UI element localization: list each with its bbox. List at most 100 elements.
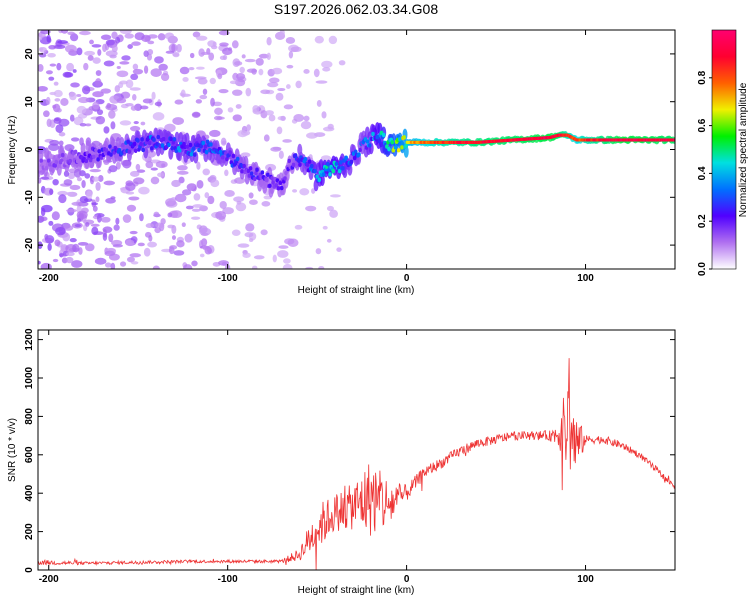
spectrogram-speckle (52, 258, 59, 263)
spectrogram-ridge-core (298, 162, 302, 167)
spectrogram-speckle (271, 67, 283, 75)
spectrogram-ridge-core (167, 142, 171, 148)
spectrogram-ridge-core (38, 166, 42, 171)
spectrogram-speckle (137, 242, 145, 247)
spectrogram-x-axis: -200 -100 0 100 (39, 30, 594, 284)
spectrogram-speckle (38, 64, 44, 72)
spectrogram-speckle (110, 262, 116, 269)
spectrogram-ridge-core (172, 137, 177, 142)
spectrogram-speckle (38, 85, 48, 92)
spectrogram-ridge-core (109, 152, 113, 157)
spectrogram-speckle (142, 98, 153, 104)
spectrogram-ridge-core (141, 147, 146, 153)
spectrogram-ridge-core (327, 167, 331, 173)
spectrogram-speckle (63, 225, 74, 231)
spectrogram-ridge-core (279, 185, 284, 191)
spectrogram-ridge-core (387, 146, 391, 152)
spectrogram-speckle (326, 205, 334, 212)
spectrogram-ridge-core (220, 155, 225, 160)
spectrogram-speckle (244, 232, 254, 238)
spectrogram-ridge-core (188, 142, 193, 148)
spectrogram-ridge-core (203, 144, 208, 149)
spectrogram-speckle (154, 227, 161, 234)
spectrogram-ridge-core (39, 158, 44, 163)
spectrogram-speckle (242, 252, 251, 258)
snr-y-tick-label: 1200 (24, 328, 35, 351)
spectrogram-speckle (329, 194, 341, 198)
spectrogram-speckle (245, 87, 252, 97)
snr-y-tick-label: 200 (24, 523, 35, 540)
spectrogram-ridge-core (326, 161, 330, 167)
spectrogram-ridge-core (268, 183, 272, 188)
spectrogram-speckle (47, 243, 52, 251)
spectrogram-speckle (96, 109, 104, 116)
spectrogram-speckle (219, 42, 229, 47)
spectrogram-speckle (246, 124, 251, 131)
spectrogram-speckle (57, 190, 68, 196)
snr-panel: -200 -100 0 100 0 200 400 600 800 1000 1200 Heigh… (7, 328, 676, 596)
spectrogram-speckle (181, 222, 186, 228)
spectrogram-ridge-core (344, 155, 348, 160)
spectrogram-y-tick-label: 20 (24, 48, 35, 60)
spectrogram-speckle (227, 107, 234, 113)
spectrogram-ridge-core (313, 169, 317, 174)
spectrogram-speckle (280, 115, 286, 122)
spectrogram-speckle (172, 117, 185, 125)
spectrogram-ridge-core (404, 143, 409, 148)
spectrogram-speckle (232, 114, 243, 122)
spectrogram-speckle (55, 124, 64, 133)
spectrogram-speckle (45, 96, 51, 106)
spectrogram-speckle (321, 111, 327, 119)
spectrogram-speckle (38, 260, 41, 265)
spectrogram-speckle (100, 88, 112, 94)
spectrogram-speckle (105, 104, 118, 111)
spectrogram-ridge-core (136, 138, 140, 143)
spectrogram-speckle (85, 123, 92, 127)
colorbar-tick-label: 0.6 (697, 118, 708, 132)
colorbar-tick-label: 0.2 (697, 214, 708, 228)
spectrogram-speckle (48, 44, 57, 50)
spectrogram-speckle (53, 89, 63, 98)
spectrogram-speckle (258, 68, 264, 76)
spectrogram-speckle (100, 34, 112, 40)
spectrogram-speckle (277, 87, 286, 92)
spectrogram-speckle (224, 169, 229, 177)
spectrogram-speckle (221, 47, 233, 56)
spectrogram-speckle (76, 210, 88, 220)
spectrogram-speckle (143, 65, 149, 74)
spectrogram-speckle (199, 94, 208, 100)
spectrogram-ridge-core (94, 148, 98, 153)
spectrogram-ridge-core (169, 136, 173, 142)
spectrogram-speckle (58, 194, 67, 204)
spectrogram-speckle (71, 260, 83, 268)
spectrogram-speckle (154, 101, 163, 107)
spectrogram-ridge-core (108, 144, 112, 149)
spectrogram-speckle (108, 233, 114, 243)
spectrogram-ridge-core (254, 171, 258, 176)
spectrogram-ridge-core (95, 153, 99, 158)
spectrogram-speckle (121, 55, 131, 61)
colorbar-tick-label: 0.4 (697, 166, 708, 180)
spectrogram-ridge-core (358, 147, 362, 153)
spectrogram-speckle (287, 238, 299, 247)
spectrogram-ridge-core (96, 157, 100, 162)
spectrogram-speckle (181, 189, 192, 196)
spectrogram-ridge-core (249, 171, 254, 176)
spectrogram-ridge-core (390, 140, 395, 145)
spectrogram-speckle (48, 76, 55, 81)
spectrogram-ridge-core (235, 156, 240, 162)
spectrogram-speckle (92, 57, 101, 64)
spectrogram-speckle (45, 70, 53, 75)
spectrogram-heatmap (38, 30, 675, 269)
spectrogram-speckle (187, 183, 195, 191)
spectrogram-x-tick-label: 0 (404, 273, 410, 284)
spectrogram-speckle (252, 105, 260, 113)
spectrogram-speckle (108, 165, 118, 173)
spectrogram-ridge-core (303, 156, 308, 162)
spectrogram-speckle (86, 190, 93, 200)
spectrogram-speckle (313, 68, 320, 78)
spectrogram-ridge-core (305, 162, 310, 167)
spectrogram-ridge-core (255, 167, 259, 172)
spectrogram-speckle (119, 261, 127, 267)
spectrogram-speckle (278, 150, 284, 159)
